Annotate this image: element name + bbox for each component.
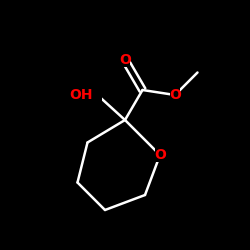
FancyBboxPatch shape	[170, 88, 180, 102]
FancyBboxPatch shape	[83, 88, 102, 102]
FancyBboxPatch shape	[155, 148, 165, 162]
Text: O: O	[119, 53, 131, 67]
Text: O: O	[169, 88, 181, 102]
Text: O: O	[154, 148, 166, 162]
FancyBboxPatch shape	[120, 53, 130, 67]
Text: OH: OH	[69, 88, 92, 102]
